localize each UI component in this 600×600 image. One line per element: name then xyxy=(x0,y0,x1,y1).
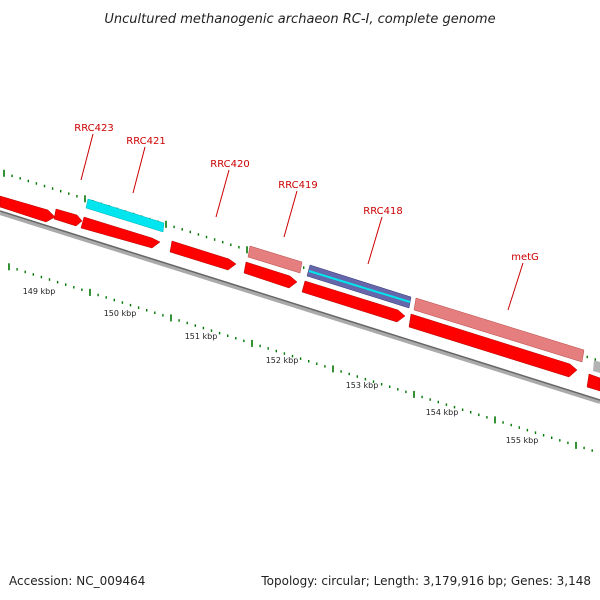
cds-arrow-5[interactable] xyxy=(243,261,298,289)
kbp-label-149: 149 kbp xyxy=(23,287,56,296)
lower-tick-row xyxy=(8,263,593,452)
callout-line-rrc423 xyxy=(80,133,94,181)
kbp-label-153: 153 kbp xyxy=(346,381,379,390)
feature-purple-stripe xyxy=(308,270,411,303)
cds-arrow-8[interactable] xyxy=(586,373,600,392)
cds-arrow-6[interactable] xyxy=(301,280,406,323)
callout-line-rrc418 xyxy=(367,216,383,265)
cds-track xyxy=(0,195,600,392)
gene-label-rrc420[interactable]: RRC420 xyxy=(210,159,249,170)
cds-arrow-4[interactable] xyxy=(169,240,237,271)
kbp-label-154: 154 kbp xyxy=(426,408,459,417)
gene-label-metg[interactable]: metG xyxy=(511,252,539,263)
feature-gray[interactable] xyxy=(593,360,600,373)
kbp-label-150: 150 kbp xyxy=(104,309,137,318)
kbp-label-151: 151 kbp xyxy=(185,332,218,341)
gene-callouts xyxy=(80,133,524,311)
feature-pink-1[interactable] xyxy=(247,245,303,274)
cds-arrow-2[interactable] xyxy=(53,208,83,227)
cds-arrow-3[interactable] xyxy=(80,216,161,249)
gene-label-rrc421[interactable]: RRC421 xyxy=(126,136,165,147)
map-title: Uncultured methanogenic archaeon RC-I, c… xyxy=(104,12,495,27)
callout-line-rrc420 xyxy=(215,169,230,218)
cds-arrow-1[interactable] xyxy=(0,195,56,223)
cds-arrow-7[interactable] xyxy=(408,313,578,378)
gene-label-rrc419[interactable]: RRC419 xyxy=(278,180,317,191)
callout-line-metg xyxy=(507,262,524,311)
callout-line-rrc419 xyxy=(283,190,298,238)
callout-line-rrc421 xyxy=(132,146,146,194)
feature-pink-2[interactable] xyxy=(413,297,585,363)
gene-label-rrc423[interactable]: RRC423 xyxy=(74,123,113,134)
accession-text: Accession: NC_009464 xyxy=(9,574,146,588)
topology-text: Topology: circular; Length: 3,179,916 bp… xyxy=(261,574,591,588)
genome-backbone xyxy=(0,210,600,404)
kbp-label-152: 152 kbp xyxy=(266,356,299,365)
gene-label-rrc418[interactable]: RRC418 xyxy=(363,206,402,217)
feature-cyan[interactable] xyxy=(85,198,165,233)
kbp-label-155: 155 kbp xyxy=(506,436,539,445)
feature-track-outer xyxy=(85,198,600,373)
